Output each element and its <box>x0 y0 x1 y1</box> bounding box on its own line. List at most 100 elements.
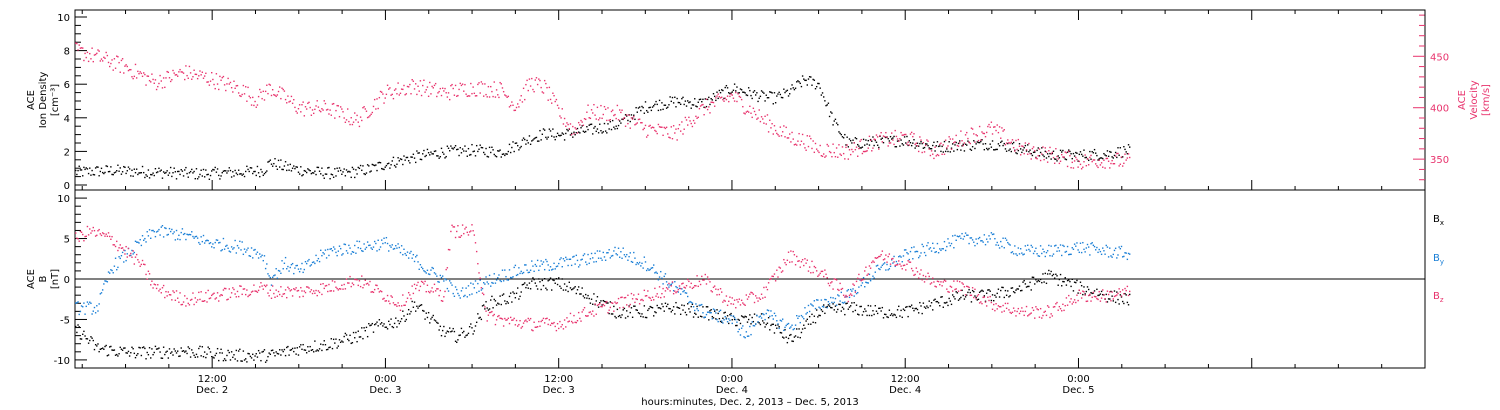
density-point <box>831 112 833 114</box>
velocity-point <box>973 133 975 135</box>
bx-point <box>105 344 107 347</box>
velocity-point <box>837 156 839 158</box>
velocity-point <box>424 91 426 93</box>
bx-point <box>485 301 487 303</box>
bz-point <box>1053 305 1056 308</box>
by-point <box>324 249 327 251</box>
bx-point <box>1048 269 1050 272</box>
bz-point <box>789 261 791 263</box>
velocity-point <box>824 156 826 158</box>
density-point <box>493 153 495 156</box>
density-point <box>860 147 862 149</box>
bz-point <box>445 268 447 271</box>
bz-point <box>406 297 409 299</box>
velocity-point <box>256 104 259 106</box>
bx-point <box>276 352 279 355</box>
velocity-point <box>820 155 823 157</box>
density-point <box>664 104 667 106</box>
density-point <box>845 144 847 146</box>
density-point <box>865 139 867 141</box>
density-point <box>181 170 184 172</box>
by-point <box>443 280 445 282</box>
by-point <box>978 236 981 239</box>
bz-point <box>615 302 617 305</box>
bz-point <box>420 280 423 283</box>
bx-point <box>1039 278 1042 281</box>
bx-point <box>100 348 103 350</box>
velocity-point <box>545 82 547 85</box>
bx-point <box>274 355 276 357</box>
bz-point <box>235 296 238 298</box>
bx-point <box>624 317 627 319</box>
bz-point <box>76 237 78 239</box>
by-point <box>839 300 841 302</box>
bx-point <box>1064 277 1066 279</box>
density-point <box>848 138 851 140</box>
by-point <box>1123 255 1125 258</box>
velocity-point <box>733 100 736 102</box>
bz-point <box>490 311 492 314</box>
bz-point <box>331 280 334 282</box>
bz-point <box>548 319 551 321</box>
density-point <box>77 169 79 172</box>
bx-point <box>463 330 465 333</box>
bz-point <box>348 282 350 284</box>
bz-point <box>933 281 935 283</box>
velocity-point <box>993 126 995 128</box>
bz-point <box>524 320 526 322</box>
bz-point <box>138 261 140 263</box>
bx-point <box>321 349 323 352</box>
velocity-point <box>621 109 623 111</box>
bx-point <box>711 315 714 318</box>
bx-point <box>627 315 629 318</box>
velocity-point <box>103 56 105 59</box>
velocity-point <box>337 105 340 107</box>
bz-point <box>917 277 920 279</box>
velocity-point <box>99 60 102 62</box>
velocity-point <box>976 135 978 137</box>
density-point <box>203 176 206 178</box>
bx-point <box>740 315 743 317</box>
velocity-point <box>474 95 477 97</box>
bz-point <box>330 290 332 292</box>
bz-point <box>1009 311 1011 314</box>
velocity-point <box>214 87 216 90</box>
by-point <box>763 313 765 316</box>
by-point <box>512 276 514 278</box>
bx-point <box>203 351 206 353</box>
velocity-point <box>613 114 615 117</box>
velocity-point <box>141 75 144 78</box>
velocity-point <box>858 147 860 150</box>
velocity-point <box>226 83 228 85</box>
density-point <box>758 97 760 99</box>
bz-point <box>492 314 494 317</box>
bx-point <box>973 291 975 293</box>
bx-point <box>543 278 546 280</box>
bz-point <box>908 261 910 263</box>
bz-point <box>771 275 773 277</box>
density-point <box>483 151 485 154</box>
bz-point <box>114 245 117 248</box>
bx-point <box>154 345 157 348</box>
bz-point <box>457 225 459 227</box>
bx-point <box>234 358 236 360</box>
bz-point <box>113 244 116 246</box>
velocity-point <box>631 118 634 120</box>
by-point <box>453 295 456 297</box>
by-point <box>871 278 873 280</box>
velocity-point <box>794 143 797 145</box>
velocity-point <box>569 123 572 125</box>
by-point <box>372 246 375 248</box>
bz-point <box>273 292 275 295</box>
bx-point <box>450 331 452 333</box>
by-point <box>255 253 257 255</box>
bz-point <box>813 265 816 268</box>
by-point <box>858 286 860 288</box>
by-point <box>998 247 1001 249</box>
velocity-point <box>821 155 824 158</box>
bx-point <box>957 299 960 301</box>
by-point <box>1016 254 1018 257</box>
density-point <box>1003 142 1005 145</box>
bz-point <box>649 297 651 299</box>
by-point <box>905 249 907 251</box>
